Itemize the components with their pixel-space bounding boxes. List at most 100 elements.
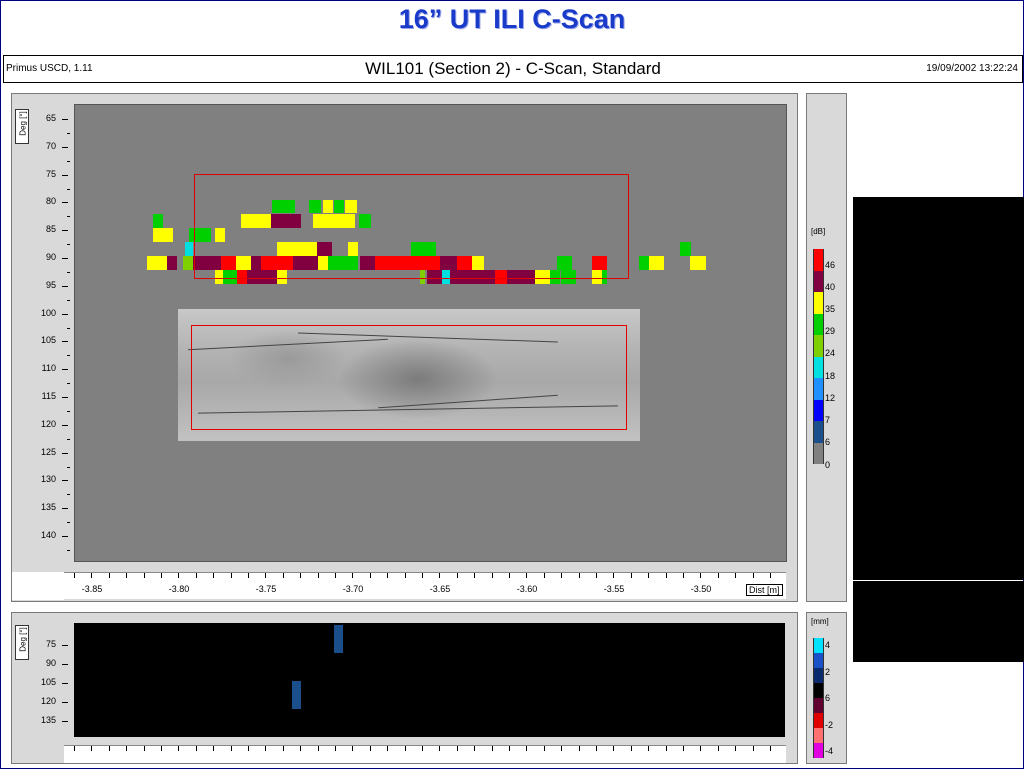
db-legend-label: 12 <box>825 393 836 403</box>
lower-x-tick-mark <box>126 746 128 751</box>
db-legend-label: 0 <box>825 460 831 470</box>
x-tick-mark <box>735 573 737 578</box>
defect-box-lower[interactable] <box>191 325 627 430</box>
cscan-pixel <box>450 270 495 284</box>
lower-x-tick-mark <box>439 746 441 751</box>
slide-title: 16” UT ILI C-Scan <box>398 4 626 34</box>
y-minor-tick <box>67 522 70 524</box>
cscan-pixel <box>649 256 664 270</box>
lower-x-tick-mark <box>230 746 232 751</box>
y-tick-label: 65 <box>45 113 56 123</box>
y-tick-label: 125 <box>40 446 56 457</box>
defect-box-upper[interactable] <box>194 174 629 279</box>
lower-x-tick-mark <box>352 746 354 751</box>
lower-x-tick-mark <box>752 746 754 751</box>
x-tick-mark <box>613 573 615 578</box>
lower-y-tick-mark <box>62 645 68 646</box>
cscan-pixel <box>223 270 237 284</box>
db-legend-label: 46 <box>825 260 836 270</box>
y-tick-mark <box>62 536 68 537</box>
cscan-pixel <box>345 200 357 213</box>
db-legend-swatch <box>813 442 824 464</box>
y-minor-tick <box>67 327 70 329</box>
y-tick-mark <box>62 397 68 398</box>
lower-x-tick-mark <box>422 746 423 751</box>
lower-x-tick-mark <box>282 746 284 751</box>
y-tick-mark <box>62 313 68 315</box>
x-tick-mark <box>74 573 75 578</box>
x-tick-mark <box>369 573 371 578</box>
lower-x-tick-mark <box>543 746 545 751</box>
lower-x-tick-mark <box>596 746 597 751</box>
mm-legend-swatch <box>813 713 824 728</box>
pipe-surface-photo <box>178 309 640 441</box>
x-tick-mark <box>161 573 162 578</box>
db-legend-unit: [dB] <box>811 227 826 236</box>
mm-legend-swatch <box>813 683 824 698</box>
x-tick-label: -3.75 <box>255 584 277 594</box>
lower-y-tick-label: 120 <box>40 696 56 706</box>
cscan-pixel <box>236 256 251 270</box>
x-tick-label: -3.60 <box>516 584 538 594</box>
lower-x-tick-mark <box>404 746 406 751</box>
x-tick-mark <box>509 573 510 578</box>
cscan-pixel <box>440 256 457 270</box>
cscan-pixel <box>680 242 691 256</box>
lower-x-tick-mark <box>335 746 336 751</box>
x-tick-mark <box>265 573 267 578</box>
x-tick-mark <box>108 573 110 578</box>
thickness-indication <box>334 625 343 653</box>
cscan-pixel <box>472 256 484 270</box>
y-minor-tick <box>67 549 70 551</box>
lower-x-tick-mark <box>74 746 75 751</box>
cscan-pixel <box>309 200 321 213</box>
lower-x-tick-mark <box>300 746 302 751</box>
mm-legend-unit: [mm] <box>811 617 829 626</box>
y-minor-tick <box>67 466 70 468</box>
cscan-panel: Deg [°] Dist [m] -3.85 -3.80 -3.75 -3.70 -3.… <box>11 93 798 602</box>
y-minor-tick <box>67 410 70 412</box>
cscan-pixel <box>328 256 358 270</box>
lower-y-tick-label: 135 <box>40 715 56 725</box>
x-tick-label: -3.50 <box>690 584 712 594</box>
cscan-pixel <box>360 256 375 270</box>
x-tick-mark <box>770 573 771 578</box>
y-tick-mark <box>62 508 68 510</box>
cscan-pixel <box>348 242 358 256</box>
thickness-indication <box>292 681 301 709</box>
y-tick-label: 100 <box>40 307 56 318</box>
lower-x-tick-mark <box>735 746 737 751</box>
x-tick-mark <box>422 573 423 578</box>
x-tick-mark <box>195 573 197 578</box>
cscan-pixel <box>442 270 450 284</box>
x-tick-mark <box>578 573 580 578</box>
x-tick-mark <box>282 573 284 578</box>
x-tick-mark <box>491 573 493 578</box>
lower-x-tick-mark <box>265 746 267 751</box>
mm-legend-label: 4 <box>825 640 831 650</box>
cscan-pixel <box>185 242 193 256</box>
x-tick-mark <box>404 573 406 578</box>
x-tick-mark <box>213 573 215 578</box>
cscan-pixel <box>193 256 221 270</box>
x-tick-mark <box>717 573 719 578</box>
lower-x-tick-mark <box>665 746 667 751</box>
y-tick-mark <box>62 202 68 204</box>
cscan-pixel <box>602 270 607 284</box>
db-legend-swatch <box>813 356 824 378</box>
lower-y-tick-mark <box>62 721 68 722</box>
y-tick-label: 75 <box>45 168 56 179</box>
wall-thickness-plot[interactable] <box>74 623 785 737</box>
lower-x-tick-mark <box>178 746 180 751</box>
y-tick-label: 115 <box>41 391 56 401</box>
cscan-plot-area[interactable] <box>74 104 787 562</box>
y-tick-label: 90 <box>45 252 56 262</box>
cscan-pixel <box>507 270 535 284</box>
cscan-pixel <box>557 256 572 270</box>
lower-x-tick-mark <box>369 746 371 751</box>
x-tick-mark <box>630 573 632 578</box>
cscan-pixel <box>251 256 261 270</box>
cscan-pixel <box>359 214 371 228</box>
lower-x-tick-mark <box>561 746 563 751</box>
y-tick-label: 120 <box>40 418 56 429</box>
